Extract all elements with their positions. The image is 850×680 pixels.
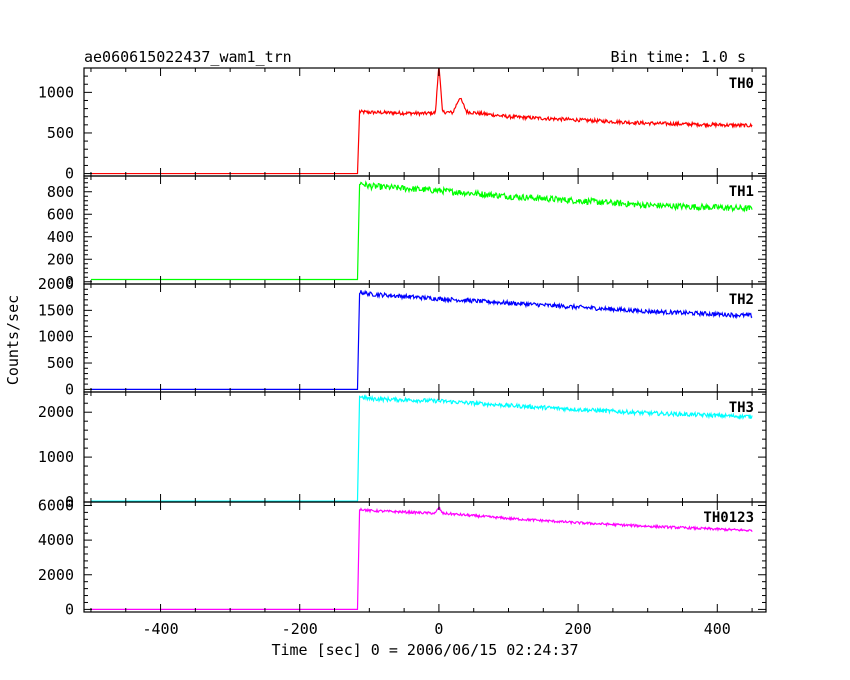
- y-tick-label: 0: [65, 165, 74, 183]
- panel-frame: [83, 501, 767, 613]
- y-tick-label: 500: [47, 354, 74, 372]
- series-line-th3: [90, 394, 753, 502]
- x-tick-label: 200: [565, 620, 592, 638]
- panel-label-th2: TH2: [729, 292, 754, 308]
- y-tick-label: 0: [65, 600, 74, 618]
- y-tick-label: 500: [47, 124, 74, 142]
- x-tick-label: 400: [704, 620, 731, 638]
- y-tick-label: 1500: [38, 301, 74, 319]
- panel-label-th1: TH1: [729, 184, 754, 200]
- panel-th0: 0 500 1000 TH0: [38, 67, 767, 183]
- chart-title: ae060615022437_wam1_trn: [84, 48, 292, 66]
- y-tick-label: 1000: [38, 328, 74, 346]
- y-tick-label: 0: [65, 273, 74, 291]
- x-tick-label: -200: [282, 620, 318, 638]
- x-tick-label: -400: [142, 620, 178, 638]
- y-tick-label: 800: [47, 183, 74, 201]
- panel-frame: [83, 67, 767, 177]
- bin-time-label: Bin time: 1.0 s: [611, 48, 746, 66]
- y-tick-label: 1000: [38, 83, 74, 101]
- y-tick-label: 400: [47, 228, 74, 246]
- panel-th2: 0 500 1000 1500 2000 TH2: [38, 275, 767, 398]
- y-tick-label: 2000: [38, 275, 74, 293]
- panel-th1: 0 200 400 600 800 TH1: [47, 175, 767, 291]
- series-line-th0: [90, 68, 753, 175]
- y-tick-label: 600: [47, 205, 74, 223]
- y-tick-label: 1000: [38, 448, 74, 466]
- series-line-th0123: [90, 506, 753, 610]
- x-axis-title: Time [sec] 0 = 2006/06/15 02:24:37: [271, 641, 578, 659]
- y-tick-label: 0: [65, 380, 74, 398]
- panel-frame: [83, 175, 767, 285]
- panel-label-th3: TH3: [729, 400, 754, 416]
- panel-frame: [83, 391, 767, 503]
- panels-group: 0 500 1000 TH0 0 200 400 600 800 TH1 0 500 1000 1500 2…: [38, 67, 767, 618]
- panel-frame: [83, 283, 767, 393]
- x-axis: -400 -200 0 200 400: [142, 620, 730, 638]
- y-tick-label: 0: [65, 493, 74, 511]
- panel-label-th0123: TH0123: [703, 510, 754, 526]
- y-tick-label: 2000: [38, 566, 74, 584]
- y-axis-title: Counts/sec: [4, 295, 22, 385]
- y-tick-label: 6000: [38, 496, 74, 514]
- y-tick-label: 4000: [38, 531, 74, 549]
- series-line-th2: [90, 289, 753, 390]
- x-tick-label: 0: [434, 620, 443, 638]
- series-line-th1: [90, 180, 753, 281]
- panel-label-th0: TH0: [729, 76, 754, 92]
- y-tick-label: 200: [47, 250, 74, 268]
- panel-th3: 0 1000 2000 TH3: [38, 391, 767, 511]
- y-tick-label: 2000: [38, 403, 74, 421]
- panel-th0123: 0 2000 4000 6000 TH0123: [38, 496, 767, 618]
